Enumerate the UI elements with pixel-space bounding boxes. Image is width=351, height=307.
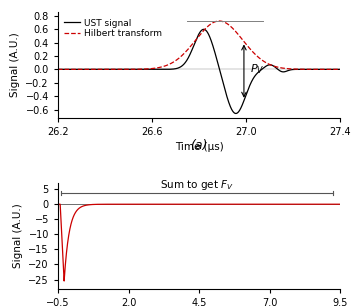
- Hilbert transform: [217, 19, 221, 23]
- UST signal: [338, 68, 343, 71]
- Text: (a): (a): [191, 139, 208, 152]
- Hilbert transform: [105, 68, 109, 71]
- UST signal: [201, 27, 206, 31]
- Text: $P_V$: $P_V$: [250, 62, 264, 76]
- X-axis label: Time (μs): Time (μs): [175, 142, 224, 152]
- Hilbert transform: [333, 68, 337, 71]
- Hilbert transform: [177, 57, 181, 60]
- Hilbert transform: [164, 64, 168, 67]
- UST signal: [56, 68, 60, 71]
- UST signal: [88, 68, 92, 71]
- Line: Hilbert transform: Hilbert transform: [58, 21, 340, 69]
- Line: UST signal: UST signal: [58, 29, 340, 114]
- Hilbert transform: [56, 68, 60, 71]
- Hilbert transform: [338, 68, 343, 71]
- UST signal: [303, 68, 307, 71]
- Legend: UST signal, Hilbert transform: UST signal, Hilbert transform: [62, 17, 164, 40]
- Text: Sum to get $F_V$: Sum to get $F_V$: [160, 178, 234, 192]
- UST signal: [164, 68, 168, 71]
- Y-axis label: Signal (A.U.): Signal (A.U.): [10, 33, 20, 97]
- Y-axis label: Signal (A.U.): Signal (A.U.): [13, 204, 23, 268]
- Hilbert transform: [303, 68, 307, 71]
- UST signal: [177, 66, 181, 70]
- UST signal: [234, 112, 238, 115]
- UST signal: [333, 68, 337, 71]
- Hilbert transform: [88, 68, 92, 71]
- UST signal: [105, 68, 109, 71]
